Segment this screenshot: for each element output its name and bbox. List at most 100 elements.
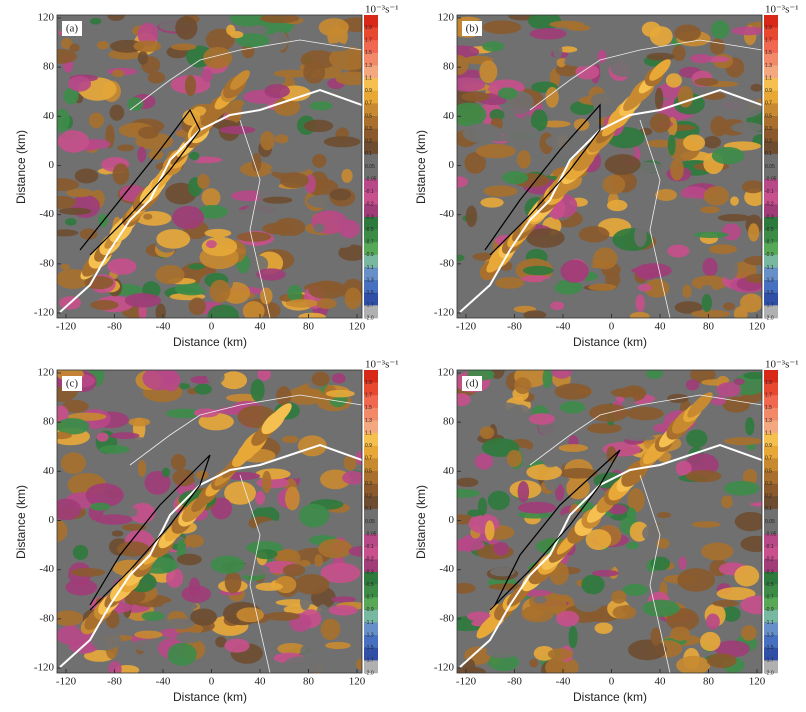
x-tick-label: -120 — [56, 676, 77, 688]
field-blob — [281, 435, 299, 444]
field-blob — [318, 18, 349, 37]
colorbar-swatch — [364, 382, 378, 396]
field-blob — [602, 174, 626, 195]
colorbar-swatch — [764, 280, 778, 294]
colorbar-label: 0.9 — [365, 88, 372, 94]
colorbar-label: 1.9 — [365, 380, 372, 386]
field-blob — [626, 507, 637, 522]
field-blob — [721, 223, 742, 241]
colorbar-unit: 10⁻³s⁻¹ — [765, 4, 799, 16]
field-blob — [457, 102, 487, 127]
field-blob — [694, 77, 719, 86]
colorbar-label: 1.7 — [765, 38, 772, 44]
colorbar-label: 0.05 — [765, 519, 775, 525]
field-blob — [745, 417, 755, 436]
field-blob — [155, 265, 185, 285]
field-blob — [568, 625, 578, 649]
colorbar-swatch — [364, 433, 378, 447]
x-tick-label: 0 — [209, 321, 215, 333]
field-blob — [279, 172, 309, 189]
field-blob — [553, 279, 583, 295]
field-blob — [649, 113, 671, 133]
y-tick-label: 0 — [449, 159, 455, 171]
y-axis-label: Distance (km) — [414, 485, 428, 559]
field-blob — [467, 509, 482, 517]
field-blob — [502, 170, 529, 185]
field-blob — [741, 180, 762, 194]
y-tick-label: 0 — [49, 159, 55, 171]
border-line — [239, 119, 271, 318]
y-tick-label: 120 — [438, 367, 455, 379]
colorbar-swatch — [764, 647, 778, 661]
x-tick-label: 120 — [349, 676, 366, 688]
field-blob — [655, 188, 677, 201]
field-blob — [96, 40, 110, 50]
field-blob — [116, 541, 150, 557]
field-blob — [259, 520, 288, 541]
colorbar-label: 1.3 — [765, 418, 772, 424]
field-blob — [462, 658, 476, 673]
field-blob — [205, 28, 235, 52]
colorbar-swatch — [364, 128, 378, 142]
colorbar-swatch — [764, 445, 778, 459]
colorbar-swatch — [364, 635, 378, 649]
field-blob — [58, 207, 92, 215]
colorbar-label: -0.7 — [365, 595, 374, 601]
field-blob — [701, 293, 713, 313]
field-blob — [743, 256, 762, 266]
field-blob — [262, 222, 291, 235]
colorbar-label: -0.5 — [365, 582, 374, 588]
field-blob — [473, 394, 487, 404]
field-blob — [323, 136, 361, 148]
colorbar-swatch — [764, 559, 778, 573]
panel: (d) -120 -80 -40 0 40 80 120 120 80 40 0 -40 -80 -120 D… — [414, 359, 798, 705]
colorbar-label: -0.5 — [765, 227, 774, 233]
echo-contour — [489, 449, 621, 611]
field-blob — [298, 503, 330, 528]
field-blob — [484, 520, 495, 541]
colorbar-swatch — [764, 660, 778, 674]
colorbar-label: 1.3 — [365, 63, 372, 69]
colorbar-swatch — [364, 116, 378, 129]
coast-line — [459, 88, 762, 313]
field-blob — [137, 146, 147, 163]
field-blob — [709, 38, 725, 55]
field-blob — [260, 287, 273, 305]
colorbar-swatch — [764, 217, 778, 230]
x-tick-label: -80 — [507, 676, 522, 688]
x-tick-label: -120 — [456, 321, 477, 333]
field-blob — [622, 604, 631, 614]
field-blob — [163, 618, 195, 630]
field-blob — [716, 382, 741, 397]
border-line — [129, 39, 362, 111]
border-line — [129, 394, 362, 466]
echo-contour — [89, 454, 211, 611]
field-blob — [553, 41, 563, 60]
field-blob — [331, 373, 346, 384]
field-blob — [676, 655, 711, 673]
field-blob — [193, 408, 219, 418]
field-blob — [84, 276, 114, 290]
field-blob — [682, 284, 692, 298]
y-tick-label: 80 — [43, 416, 55, 428]
colorbar-swatch — [764, 496, 778, 510]
field-blob — [656, 538, 670, 549]
colorbar-label: 0.1 — [765, 151, 772, 157]
colorbar-swatch — [764, 534, 778, 548]
colorbar-swatch — [364, 395, 378, 409]
colorbar-label: 0.05 — [365, 164, 375, 170]
colorbar-swatch — [364, 15, 378, 28]
field-blob — [188, 297, 206, 316]
field-blob — [176, 553, 202, 566]
plot-frame — [56, 14, 363, 319]
colorbar-swatch — [364, 90, 378, 104]
panel: (b) -120 -80 -40 0 40 80 120 120 80 40 0 -40 -80 -120 D… — [414, 4, 798, 350]
field-blob — [554, 383, 592, 400]
field-blob — [264, 84, 290, 99]
band-blob — [649, 59, 671, 81]
field-blob — [457, 393, 471, 407]
panel: (a) -120 -80 -40 0 40 80 120 120 80 40 0 -40 -80 -120 D… — [14, 4, 398, 350]
field-blob — [57, 498, 82, 521]
field-blob — [294, 574, 330, 595]
field-blob — [528, 413, 555, 425]
